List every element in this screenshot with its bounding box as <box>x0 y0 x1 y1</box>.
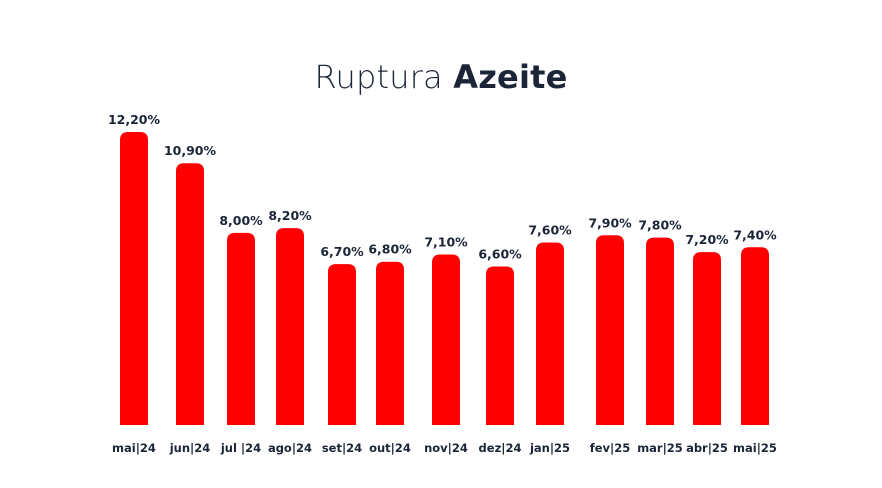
data-label-1: 12,20% <box>108 112 161 127</box>
x-tick-label-12: abr|25 <box>686 441 728 455</box>
bar-4 <box>276 228 304 425</box>
bar-5 <box>328 264 356 425</box>
data-label-2: 10,90% <box>164 143 217 158</box>
x-tick-label-9: jan|25 <box>529 441 570 455</box>
x-tick-label-7: nov|24 <box>424 441 468 455</box>
chart-title-regular: Ruptura <box>314 58 443 96</box>
x-tick-label-1: mai|24 <box>112 441 156 455</box>
data-label-10: 7,90% <box>588 215 632 230</box>
x-tick-label-6: out|24 <box>369 441 411 455</box>
x-tick-label-8: dez|24 <box>479 441 522 455</box>
data-label-7: 7,10% <box>424 234 468 249</box>
x-tick-label-11: mar|25 <box>637 441 683 455</box>
data-label-9: 7,60% <box>528 222 572 237</box>
bar-13 <box>741 247 769 425</box>
bar-1 <box>120 132 148 425</box>
x-tick-label-10: fev|25 <box>590 441 631 455</box>
bar-11 <box>646 237 674 425</box>
bar-7 <box>432 254 460 425</box>
chart-title: Ruptura Azeite <box>0 58 882 96</box>
bar-9 <box>536 242 564 425</box>
data-label-5: 6,70% <box>320 244 364 259</box>
chart-title-bold: Azeite <box>453 58 568 96</box>
data-label-3: 8,00% <box>219 213 263 228</box>
data-label-6: 6,80% <box>368 242 412 257</box>
data-label-13: 7,40% <box>733 227 777 242</box>
x-tick-label-3: jul |24 <box>220 441 261 455</box>
bar-3 <box>227 232 255 425</box>
x-tick-label-2: jun|24 <box>169 441 211 455</box>
data-label-4: 8,20% <box>268 208 312 223</box>
data-label-8: 6,60% <box>478 246 522 261</box>
bar-8 <box>486 266 514 425</box>
data-label-12: 7,20% <box>685 232 729 247</box>
bar-2 <box>176 163 204 425</box>
bar-6 <box>376 261 404 425</box>
bar-10 <box>596 235 624 425</box>
bar-12 <box>693 252 721 425</box>
data-label-11: 7,80% <box>638 218 682 233</box>
x-tick-label-5: set|24 <box>322 441 362 455</box>
x-tick-label-13: mai|25 <box>733 441 777 455</box>
x-tick-label-4: ago|24 <box>268 441 312 455</box>
